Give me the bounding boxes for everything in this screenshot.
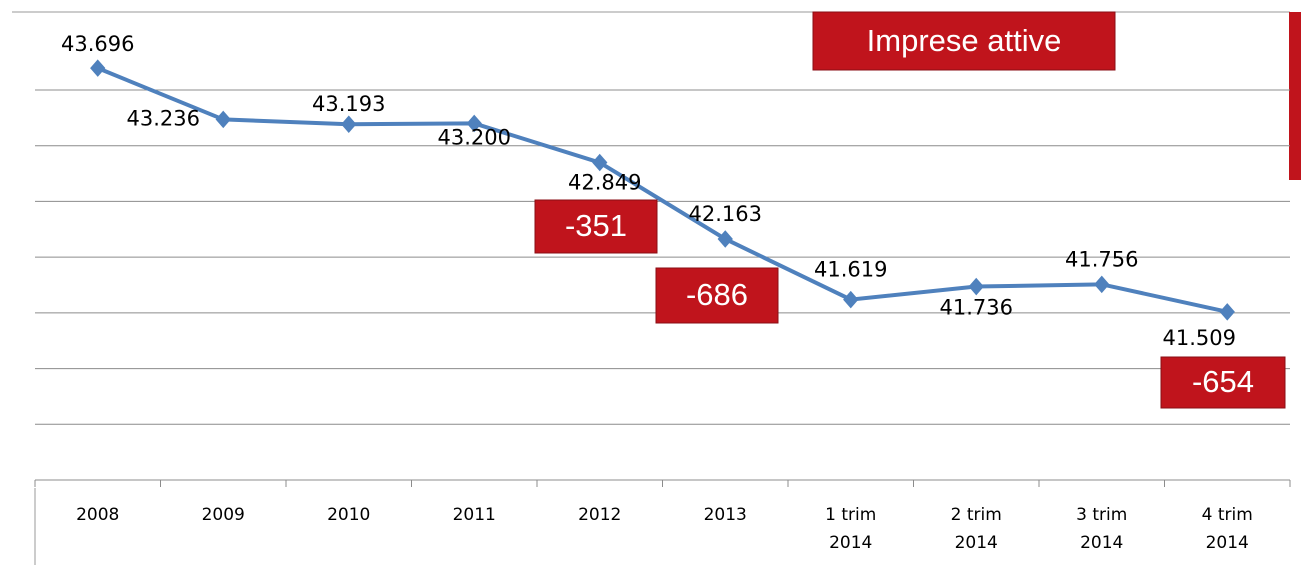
annotation-box: -654	[1160, 356, 1286, 409]
x-tick-label-line: 1 trim	[825, 505, 876, 525]
x-tick-label: 2 trim 2014	[951, 505, 1002, 553]
data-label: 41.509	[1163, 326, 1236, 350]
data-label: 42.849	[568, 171, 641, 195]
point-marker	[90, 59, 106, 77]
point-marker	[843, 290, 859, 309]
x-tick-label-line: 2014	[829, 533, 872, 553]
data-label: 43.236	[127, 106, 200, 130]
x-tick-label: 2008	[76, 505, 119, 525]
data-label: 41.756	[1065, 247, 1138, 271]
data-label: 42.163	[689, 202, 762, 226]
point-marker	[717, 230, 733, 248]
x-tick-label-line: 2 trim	[951, 505, 1002, 525]
point-marker	[592, 153, 608, 172]
x-tick-label: 2013	[704, 505, 747, 525]
x-tick-label-line: 4 trim	[1202, 505, 1253, 525]
annotation: -686	[686, 277, 748, 312]
x-tick-label: 2012	[578, 505, 621, 525]
x-tick-label-line: 2014	[955, 533, 998, 553]
data-label: 41.736	[940, 296, 1013, 320]
series-line	[96, 66, 1228, 314]
annotation-box: -686	[655, 267, 779, 324]
x-tick-label-line: 2014	[1206, 533, 1249, 553]
annotation: -351	[565, 208, 627, 243]
point-marker	[215, 110, 231, 129]
red-box-edge	[1289, 12, 1301, 180]
x-tick-label-line: 2014	[1080, 533, 1123, 553]
data-label: 43.696	[61, 32, 134, 56]
annotation: -654	[1192, 364, 1254, 399]
point-marker	[1219, 303, 1235, 321]
annotation: Imprese attive	[867, 23, 1062, 58]
x-tick-label-line: 3 trim	[1076, 505, 1127, 525]
point-marker	[466, 114, 482, 133]
x-tick-label: 2011	[453, 505, 496, 525]
data-label: 43.193	[312, 92, 385, 116]
annotation-box: -351	[534, 199, 658, 254]
x-tick-label: 4 trim 2014	[1202, 505, 1253, 553]
x-tick-label: 2009	[202, 505, 245, 525]
data-label: 41.619	[814, 258, 887, 282]
point-marker	[341, 115, 357, 133]
x-tick-label: 1 trim 2014	[825, 505, 876, 553]
point-marker	[1094, 275, 1110, 294]
annotation-box: Imprese attive	[812, 11, 1116, 71]
data-label: 43.200	[438, 125, 511, 149]
x-tick-label: 3 trim 2014	[1076, 505, 1127, 553]
point-marker	[968, 277, 984, 296]
x-tick-label: 2010	[327, 505, 370, 525]
